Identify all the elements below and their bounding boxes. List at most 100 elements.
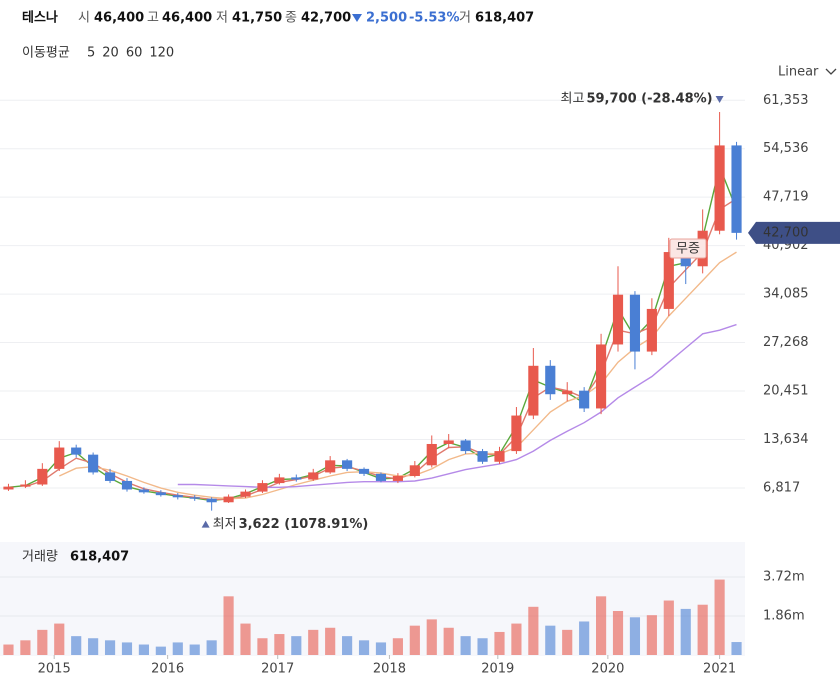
candle-body xyxy=(375,473,387,481)
volume-bar xyxy=(680,608,691,655)
volume-bar xyxy=(528,606,539,655)
y-tick-label: 1.86m xyxy=(763,609,805,624)
volume-bar xyxy=(358,640,370,655)
candle-body xyxy=(240,491,251,497)
y-tick-label: 47,719 xyxy=(763,190,809,205)
min-label: 최저 xyxy=(213,517,237,532)
volume-bar xyxy=(3,644,14,655)
ma-line xyxy=(177,323,737,488)
x-tick-label: 2017 xyxy=(261,662,294,677)
volume-bar xyxy=(325,627,336,655)
volume-bar xyxy=(731,642,742,655)
candle-body xyxy=(579,390,590,409)
candle-body xyxy=(443,440,454,444)
last-price-label: 42,700 xyxy=(763,225,809,240)
candle-body xyxy=(121,480,133,490)
min-value: 3,622 (1078.91%) xyxy=(239,517,369,532)
volume-bar xyxy=(172,642,183,655)
volume-bar xyxy=(37,629,48,655)
volume-bar xyxy=(375,642,387,655)
y-tick-label: 27,268 xyxy=(763,335,809,350)
volume-bar xyxy=(714,579,725,655)
y-tick-label: 13,634 xyxy=(763,432,809,447)
value: 42,700 xyxy=(301,11,351,26)
candle-body xyxy=(155,492,166,496)
volume-bar xyxy=(189,644,200,655)
x-tick-label: 2019 xyxy=(481,662,514,677)
legend-entry: 60 xyxy=(126,46,143,61)
candle-body xyxy=(392,475,403,481)
candle-body xyxy=(596,344,607,409)
candle-body xyxy=(54,447,65,469)
volume-bar xyxy=(426,619,437,655)
volume-last: 618,407 xyxy=(70,550,129,565)
volume-bar xyxy=(392,638,403,655)
y-tick-label: 34,085 xyxy=(763,287,809,302)
volume-bar xyxy=(494,631,505,655)
candle-body xyxy=(20,484,31,487)
scale-toggle[interactable]: Linear xyxy=(778,65,837,80)
volume-bar xyxy=(240,623,251,655)
volume-bar xyxy=(545,625,556,655)
volume-bar xyxy=(477,638,488,655)
volume-bar xyxy=(274,634,285,655)
volume-bar xyxy=(88,638,99,655)
ma-line xyxy=(25,198,737,501)
candle-body xyxy=(257,483,268,492)
volume-bar xyxy=(663,600,674,655)
x-tick-label: 2015 xyxy=(38,662,71,677)
ma-line xyxy=(59,251,737,500)
volume-bar xyxy=(596,596,607,655)
event-badge xyxy=(669,238,707,259)
volume-bar xyxy=(138,644,149,655)
candle-body xyxy=(545,365,556,395)
volume-bar xyxy=(54,623,65,655)
min-marker xyxy=(201,520,210,528)
candle-body xyxy=(646,308,657,352)
y-tick-label: 20,451 xyxy=(763,384,809,399)
candle-body xyxy=(409,465,420,476)
candle-body xyxy=(612,294,624,345)
max-marker xyxy=(715,96,724,104)
candle-body xyxy=(629,294,641,352)
label: 고 xyxy=(147,11,159,26)
candle-body xyxy=(172,495,183,498)
volume-bar xyxy=(646,615,657,655)
volume-bar xyxy=(121,642,133,655)
chevron[interactable] xyxy=(825,68,837,75)
value: 41,750 xyxy=(232,11,282,26)
volume-bar xyxy=(460,636,471,655)
candle-body xyxy=(308,472,319,480)
volume-bar xyxy=(511,623,522,655)
ma-line xyxy=(8,164,738,502)
scale-label[interactable]: Linear xyxy=(778,65,819,80)
stock-name: 테스나 xyxy=(22,10,58,26)
candle-body xyxy=(460,440,471,452)
volume-bar xyxy=(443,627,454,655)
volume-bar xyxy=(104,640,116,655)
volume-bar xyxy=(629,617,641,655)
volume-bar xyxy=(291,636,302,655)
legend-entry: 120 xyxy=(149,46,174,61)
candle-body xyxy=(88,454,99,473)
candle-body xyxy=(358,468,370,474)
label: 저 xyxy=(216,11,228,26)
volume-bar xyxy=(155,646,166,655)
candle-body xyxy=(71,447,82,455)
last-price-tag xyxy=(748,221,840,244)
candle-body xyxy=(37,468,48,485)
value: 618,407 xyxy=(475,11,534,26)
x-tick-label: 2021 xyxy=(703,662,736,677)
candle-body xyxy=(528,365,539,416)
volume-label: 거래량 xyxy=(22,550,58,565)
candle-body xyxy=(3,486,14,490)
value: 46,400 xyxy=(162,11,212,26)
candle-body xyxy=(189,497,200,499)
candle-body xyxy=(511,415,522,452)
candle-body xyxy=(477,451,488,462)
label: 거 xyxy=(459,11,471,26)
volume-bar xyxy=(257,638,268,655)
volume-bar xyxy=(409,625,420,655)
x-tick-label: 2016 xyxy=(151,662,184,677)
